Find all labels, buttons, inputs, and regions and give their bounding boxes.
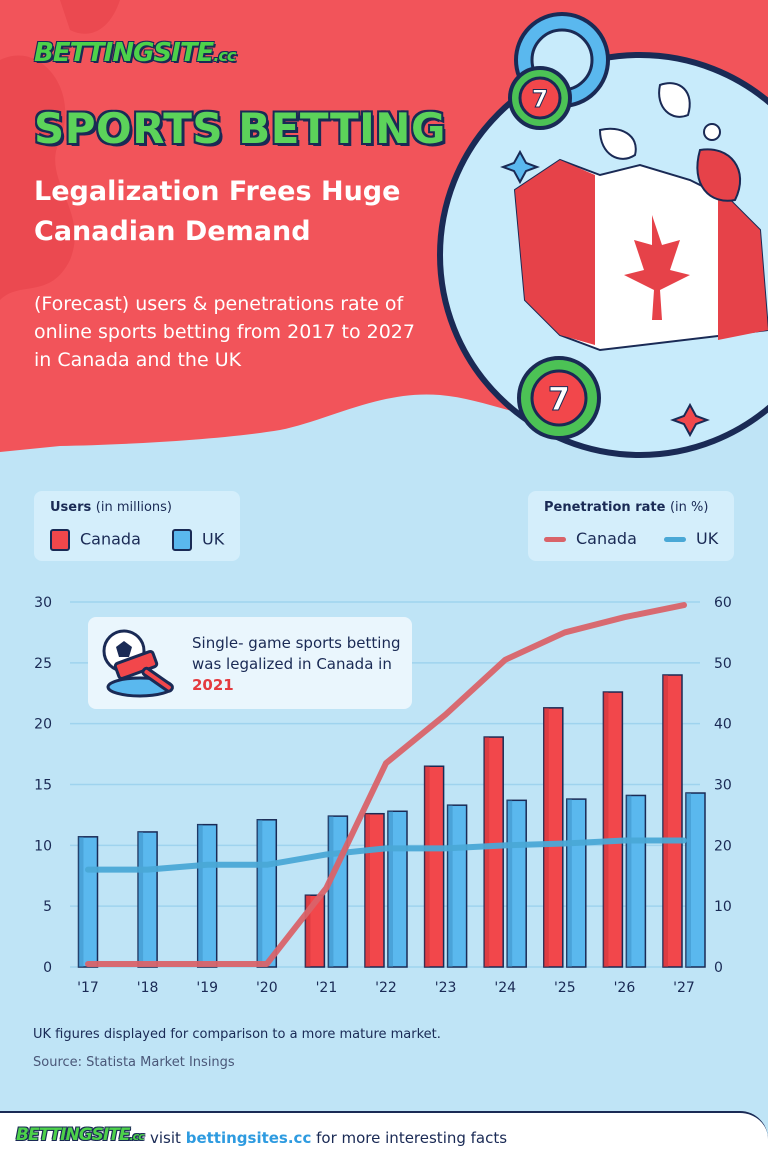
y-right-tick-label: 30 [714, 778, 732, 794]
brand-logo[interactable]: BETTINGSITE.cc [34, 38, 236, 68]
hero-background: 7 7 [0, 0, 768, 470]
x-tick-label: '23 [435, 980, 457, 996]
bar-uk-shade [447, 805, 453, 967]
bar-uk-shade [328, 816, 334, 967]
chip-label: 7 [532, 85, 549, 113]
bars [77, 674, 706, 968]
legend-item-uk-line: UK [664, 529, 718, 548]
bar-canada-shade [663, 675, 668, 967]
y-right-tick-label: 0 [714, 960, 723, 976]
y-left-tick-label: 10 [34, 838, 52, 854]
logo-suffix-text: .cc [213, 46, 236, 65]
legend-label: Canada [80, 529, 141, 549]
penetration-legend-title: Penetration rate (in %) [544, 500, 708, 515]
sparkle-icon [500, 149, 540, 185]
axis-ticks: 0 5 10 15 20 25 30 0 10 20 30 40 50 60 '17 '18 '19 '20 '21… [34, 595, 732, 996]
chip-label: 7 [548, 380, 570, 418]
users-penetration-chart: 0 5 10 15 20 25 30 0 10 20 30 40 50 60 '17 '18 '19 '20 '21… [34, 595, 732, 996]
x-tick-label: '20 [256, 980, 278, 996]
line-uk-penetration [85, 837, 687, 873]
footer-text: visit bettingsites.cc for more interesti… [150, 1129, 507, 1147]
bar-uk-shade [138, 831, 144, 967]
sparkle-icon [670, 402, 710, 438]
users-legend-unit: (in millions) [95, 500, 173, 515]
bar-uk-shade [686, 793, 691, 967]
bar-uk-shade [566, 799, 572, 967]
comparison-note: UK figures displayed for comparison to a… [33, 1027, 441, 1042]
x-tick-label: '24 [494, 980, 516, 996]
y-right-tick-label: 60 [714, 595, 732, 611]
bar-uk-shade [257, 819, 263, 967]
bar-canada-shade [484, 737, 490, 967]
x-tick-label: '19 [196, 980, 218, 996]
x-tick-label: '26 [614, 980, 636, 996]
footer-link[interactable]: bettingsites.cc [185, 1129, 312, 1147]
logo-main-text: BETTINGSITE [34, 38, 214, 68]
y-left-tick-label: 30 [34, 595, 52, 611]
y-left-tick-label: 25 [34, 656, 52, 672]
footer: BETTINGSITE.cc visit bettingsites.cc for… [0, 1111, 768, 1163]
page-title: SPORTS BETTING [34, 104, 446, 153]
bar-uk-shade [626, 795, 632, 967]
legend-label: Canada [576, 529, 637, 548]
x-tick-label: '25 [554, 980, 576, 996]
y-right-tick-label: 50 [714, 656, 732, 672]
x-tick-label: '21 [316, 980, 338, 996]
callout-text: Single- game sports betting was legalize… [192, 633, 404, 696]
y-left-tick-label: 0 [43, 960, 52, 976]
y-left-tick-label: 15 [34, 778, 52, 794]
penetration-legend-title-text: Penetration rate [544, 500, 666, 515]
footer-logo[interactable]: BETTINGSITE.cc [16, 1125, 145, 1145]
users-legend: Users (in millions) Canada UK [34, 491, 240, 561]
x-tick-label: '18 [137, 980, 159, 996]
bar-canada-shade [305, 895, 311, 967]
y-right-tick-label: 40 [714, 717, 732, 733]
bar-uk-shade [197, 824, 203, 967]
bar-canada-shade [365, 813, 370, 967]
green-poker-chip-icon: 7 [508, 66, 572, 130]
legend-item-canada-line: Canada [544, 529, 637, 548]
x-tick-label: '27 [673, 980, 695, 996]
lines [85, 602, 687, 967]
callout-body: Single- game sports betting was legalize… [192, 634, 401, 673]
logo-main-text: BETTINGSITE [16, 1125, 130, 1145]
gavel-soccer-ball-icon [102, 629, 174, 698]
users-legend-title-text: Users [50, 500, 92, 515]
bar-canada-shade [424, 766, 430, 967]
x-tick-label: '17 [77, 980, 99, 996]
bar-uk-shade [388, 811, 393, 967]
uk-line-swatch [664, 537, 686, 542]
uk-bar-swatch [172, 529, 192, 551]
footer-suffix: for more interesting facts [316, 1129, 508, 1147]
footer-prefix: visit [150, 1129, 181, 1147]
line-canada-penetration [85, 602, 687, 967]
legend-item-canada-bar: Canada [50, 529, 141, 551]
legend-item-uk-bar: UK [172, 529, 224, 551]
legend-label: UK [202, 529, 225, 549]
source-note: Source: Statista Market Insings [33, 1055, 235, 1070]
legalization-callout: Single- game sports betting was legalize… [88, 617, 412, 709]
bar-canada-shade [603, 692, 609, 967]
y-left-tick-label: 5 [43, 899, 52, 915]
chart-description: (Forecast) users & penetrations rate of … [34, 293, 415, 371]
logo-suffix-text: .cc [129, 1130, 144, 1143]
bar-uk-shade [507, 800, 513, 967]
canada-line-swatch [544, 537, 566, 542]
callout-highlight-year: 2021 [192, 676, 234, 694]
bar-canada-shade [543, 707, 549, 967]
penetration-legend: Penetration rate (in %) Canada UK [528, 491, 734, 561]
penetration-legend-unit: (in %) [669, 500, 709, 515]
y-right-tick-label: 20 [714, 838, 732, 854]
y-right-tick-label: 10 [714, 899, 732, 915]
users-legend-title: Users (in millions) [50, 500, 172, 515]
green-poker-chip-icon: 7 [517, 356, 601, 440]
bar-uk-shade [78, 836, 84, 967]
legend-label: UK [696, 529, 719, 548]
y-left-tick-label: 20 [34, 717, 52, 733]
page-subtitle: Legalization Frees Huge Canadian Demand [34, 176, 401, 247]
canada-bar-swatch [50, 529, 70, 551]
x-tick-label: '22 [375, 980, 397, 996]
